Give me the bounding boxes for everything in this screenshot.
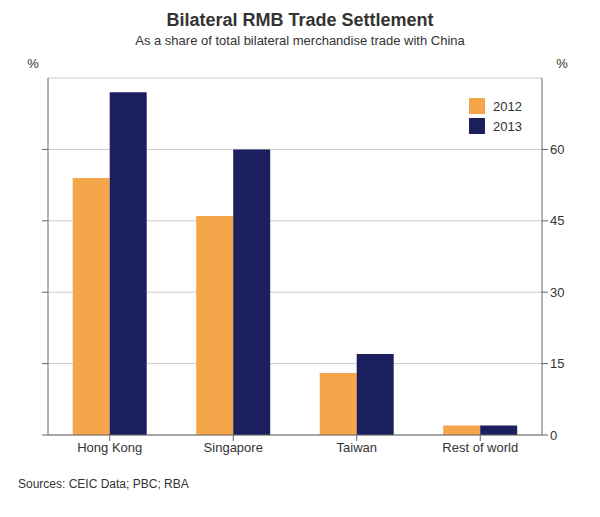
svg-text:%: % — [556, 56, 568, 71]
svg-text:Hong Kong: Hong Kong — [77, 440, 142, 455]
html-text:2013: 2013 — [493, 118, 522, 134]
svg-text:30: 30 — [550, 285, 564, 300]
html-text:As a share of total bilateral: As a share of total bilateral merchandis… — [135, 33, 465, 48]
svg-text:%: % — [27, 56, 39, 71]
svg-text:Singapore: Singapore — [204, 440, 263, 455]
html-text:2012: 2012 — [493, 98, 522, 114]
svg-text:15: 15 — [550, 356, 564, 371]
svg-text:60: 60 — [550, 142, 564, 157]
svg-text:Rest of world: Rest of world — [442, 440, 518, 455]
html-text:Sources: CEIC Data; PBC; RBA: Sources: CEIC Data; PBC; RBA — [18, 477, 189, 491]
svg-text:Taiwan: Taiwan — [337, 440, 377, 455]
svg-text:45: 45 — [550, 213, 564, 228]
html-text:Bilateral RMB Trade Settlement: Bilateral RMB Trade Settlement — [166, 10, 434, 30]
svg-text:0: 0 — [550, 428, 557, 443]
